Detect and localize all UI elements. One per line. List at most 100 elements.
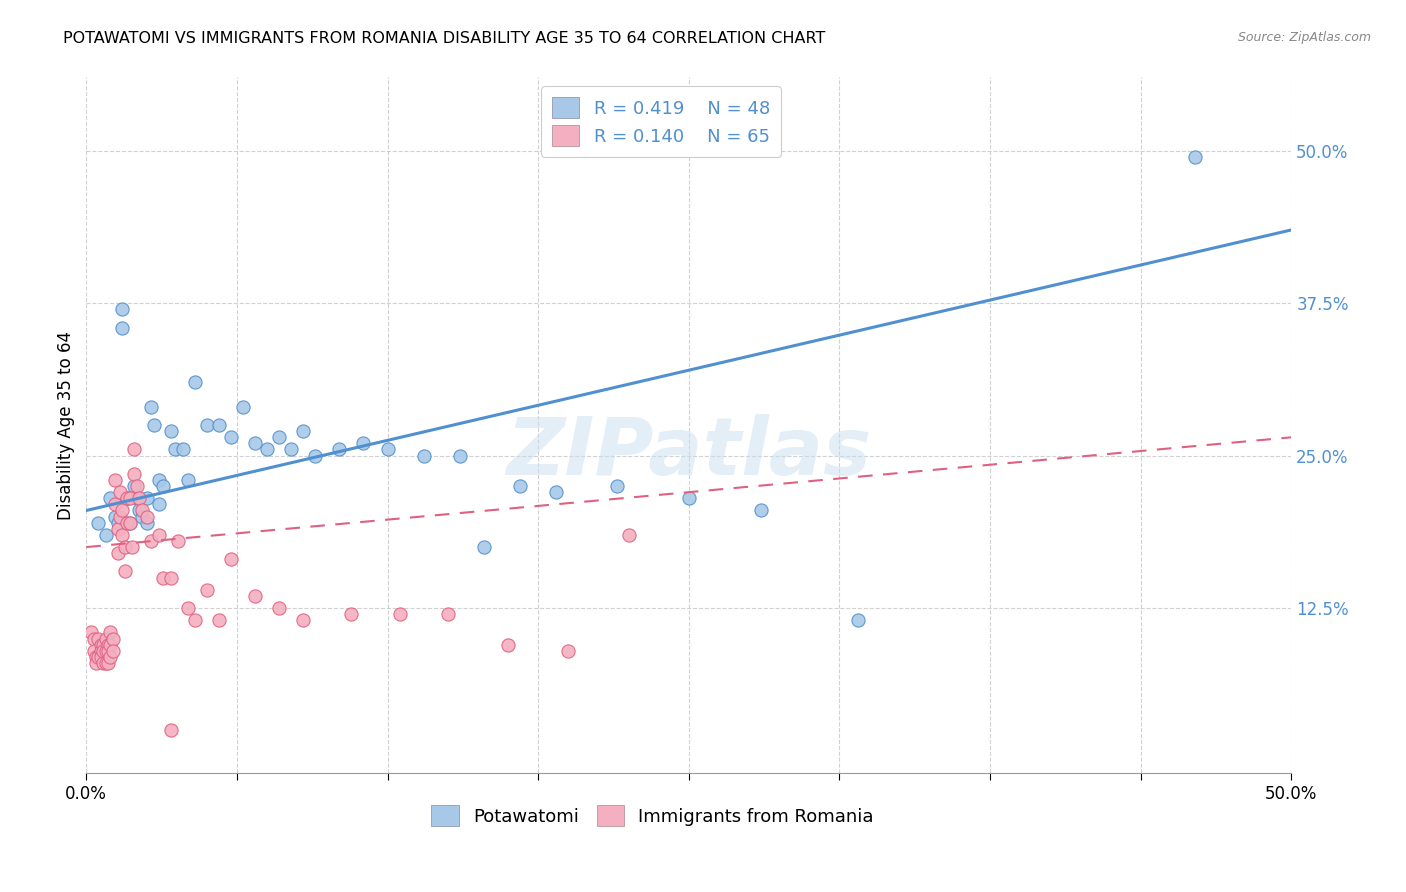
Point xyxy=(617,528,640,542)
Point xyxy=(846,613,869,627)
Point xyxy=(472,540,495,554)
Point xyxy=(100,638,122,652)
Point xyxy=(172,442,194,457)
Point xyxy=(101,632,124,646)
Point xyxy=(496,638,519,652)
Point xyxy=(292,613,315,627)
Point xyxy=(94,632,117,646)
Point xyxy=(100,649,122,664)
Point xyxy=(232,400,254,414)
Point xyxy=(83,644,105,658)
Point xyxy=(90,638,112,652)
Point xyxy=(101,644,124,658)
Point xyxy=(91,638,114,652)
Point xyxy=(94,528,117,542)
Point xyxy=(117,491,139,506)
Point xyxy=(131,503,153,517)
Point xyxy=(269,430,291,444)
Point xyxy=(159,571,181,585)
Point xyxy=(104,509,127,524)
Point xyxy=(128,491,150,506)
Point xyxy=(84,649,107,664)
Point xyxy=(152,479,174,493)
Point xyxy=(412,449,434,463)
Point xyxy=(1184,150,1206,164)
Point xyxy=(148,473,170,487)
Y-axis label: Disability Age 35 to 64: Disability Age 35 to 64 xyxy=(58,331,75,520)
Point xyxy=(118,516,141,530)
Point xyxy=(94,656,117,670)
Point xyxy=(184,376,207,390)
Point xyxy=(167,533,190,548)
Point xyxy=(159,723,181,737)
Text: Source: ZipAtlas.com: Source: ZipAtlas.com xyxy=(1237,31,1371,45)
Point xyxy=(107,546,129,560)
Point xyxy=(111,302,134,317)
Point xyxy=(292,424,315,438)
Point xyxy=(117,516,139,530)
Point xyxy=(148,497,170,511)
Point xyxy=(118,491,141,506)
Point xyxy=(83,632,105,646)
Point xyxy=(114,565,136,579)
Point xyxy=(124,467,146,481)
Point xyxy=(328,442,350,457)
Point xyxy=(148,528,170,542)
Point xyxy=(142,418,165,433)
Point xyxy=(141,400,163,414)
Point xyxy=(124,479,146,493)
Point xyxy=(108,509,131,524)
Point xyxy=(97,638,120,652)
Point xyxy=(243,589,266,603)
Point xyxy=(509,479,531,493)
Point xyxy=(111,503,134,517)
Point xyxy=(141,533,163,548)
Point xyxy=(97,656,120,670)
Point xyxy=(91,644,114,658)
Point xyxy=(377,442,399,457)
Point xyxy=(388,607,411,622)
Point xyxy=(111,320,134,334)
Point xyxy=(243,436,266,450)
Point xyxy=(87,516,110,530)
Point xyxy=(128,503,150,517)
Point xyxy=(195,418,218,433)
Point xyxy=(118,516,141,530)
Point xyxy=(135,491,157,506)
Point xyxy=(159,424,181,438)
Text: POTAWATOMI VS IMMIGRANTS FROM ROMANIA DISABILITY AGE 35 TO 64 CORRELATION CHART: POTAWATOMI VS IMMIGRANTS FROM ROMANIA DI… xyxy=(63,31,825,46)
Point xyxy=(449,449,471,463)
Point xyxy=(436,607,458,622)
Point xyxy=(219,552,242,566)
Point xyxy=(256,442,278,457)
Point xyxy=(208,613,231,627)
Point xyxy=(97,644,120,658)
Point xyxy=(104,473,127,487)
Point xyxy=(84,656,107,670)
Point xyxy=(111,528,134,542)
Point xyxy=(219,430,242,444)
Point xyxy=(269,601,291,615)
Point xyxy=(107,516,129,530)
Point xyxy=(87,632,110,646)
Point xyxy=(546,485,568,500)
Point xyxy=(135,516,157,530)
Point xyxy=(125,479,148,493)
Point xyxy=(90,649,112,664)
Point xyxy=(135,509,157,524)
Point xyxy=(131,509,153,524)
Point xyxy=(100,491,122,506)
Point xyxy=(87,649,110,664)
Point xyxy=(91,656,114,670)
Point xyxy=(124,442,146,457)
Point xyxy=(184,613,207,627)
Point xyxy=(304,449,326,463)
Point xyxy=(117,491,139,506)
Point xyxy=(94,644,117,658)
Point xyxy=(352,436,374,450)
Point xyxy=(114,540,136,554)
Point xyxy=(208,418,231,433)
Legend: Potawatomi, Immigrants from Romania: Potawatomi, Immigrants from Romania xyxy=(425,798,882,833)
Point xyxy=(125,491,148,506)
Point xyxy=(176,601,198,615)
